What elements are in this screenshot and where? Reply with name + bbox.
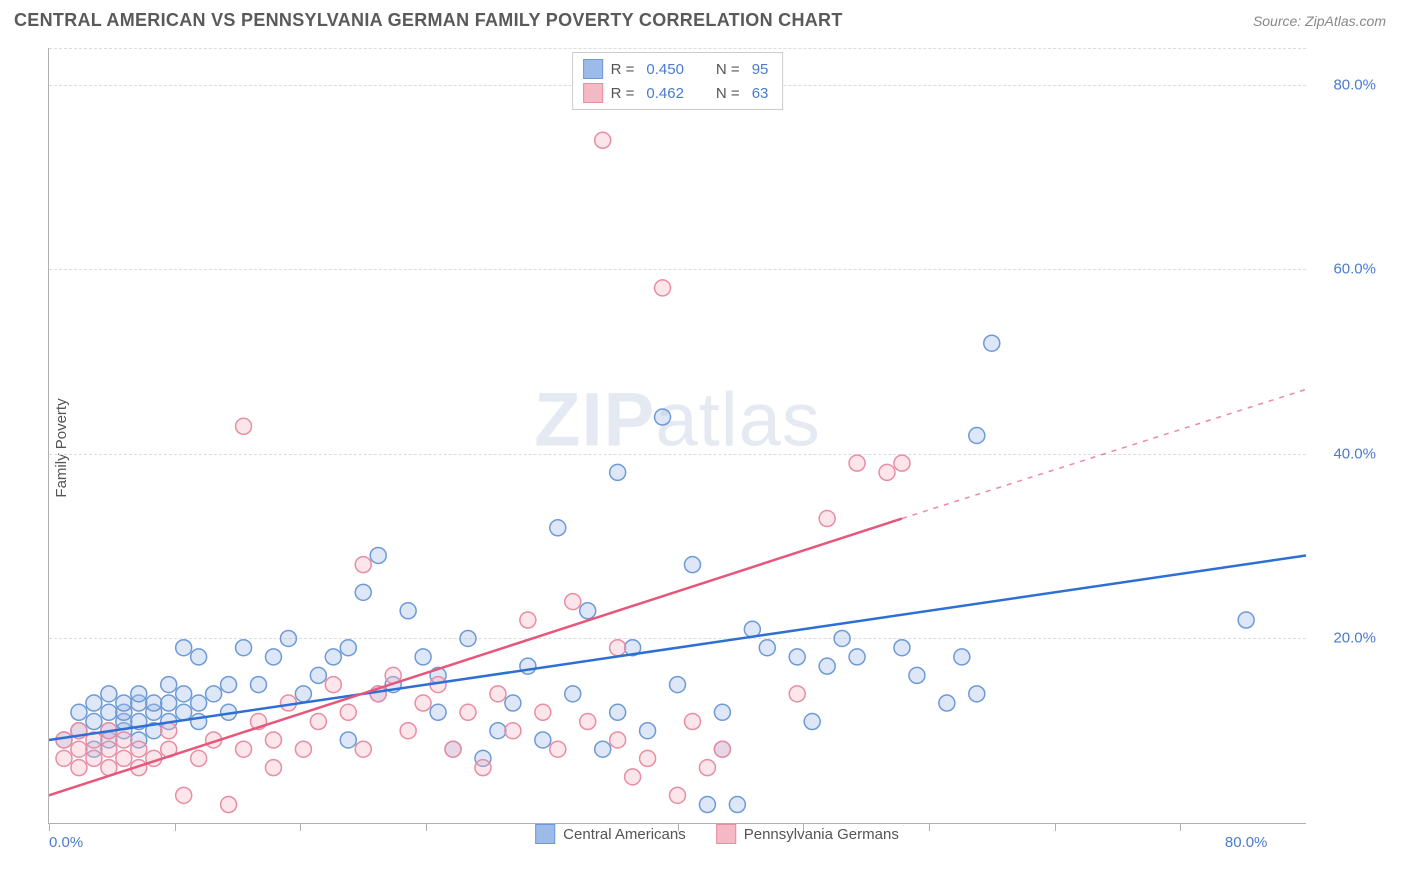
- xtick-label: 80.0%: [1225, 834, 1268, 851]
- chart-container: Family Poverty ZIPatlas R = 0.450 N = 95…: [48, 48, 1386, 848]
- xtick: [175, 823, 176, 831]
- ytick-label: 60.0%: [1333, 261, 1376, 278]
- legend-label: Central Americans: [563, 826, 686, 843]
- n-label: N =: [716, 85, 740, 102]
- ytick-label: 40.0%: [1333, 445, 1376, 462]
- correlation-legend: R = 0.450 N = 95 R = 0.462 N = 63: [572, 52, 784, 110]
- chart-title: CENTRAL AMERICAN VS PENNSYLVANIA GERMAN …: [14, 10, 843, 31]
- source-label: Source: ZipAtlas.com: [1253, 13, 1386, 29]
- legend-swatch-pink: [716, 824, 736, 844]
- xtick: [49, 823, 50, 831]
- xtick: [1055, 823, 1056, 831]
- legend-item-central-americans: Central Americans: [535, 824, 686, 844]
- legend-row-pink: R = 0.462 N = 63: [583, 81, 773, 105]
- legend-swatch-pink: [583, 83, 603, 103]
- xtick-label: 0.0%: [49, 834, 83, 851]
- n-value: 63: [752, 85, 769, 102]
- r-value: 0.462: [646, 85, 684, 102]
- xtick: [929, 823, 930, 831]
- ytick-label: 20.0%: [1333, 630, 1376, 647]
- xtick: [426, 823, 427, 831]
- legend-swatch-blue: [583, 59, 603, 79]
- legend-row-blue: R = 0.450 N = 95: [583, 57, 773, 81]
- r-value: 0.450: [646, 61, 684, 78]
- header: CENTRAL AMERICAN VS PENNSYLVANIA GERMAN …: [0, 0, 1406, 37]
- xtick: [1180, 823, 1181, 831]
- ytick-label: 80.0%: [1333, 76, 1376, 93]
- n-label: N =: [716, 61, 740, 78]
- legend-item-pennsylvania-germans: Pennsylvania Germans: [716, 824, 899, 844]
- legend-swatch-blue: [535, 824, 555, 844]
- n-value: 95: [752, 61, 769, 78]
- scatter-svg: [49, 48, 1306, 823]
- xtick: [300, 823, 301, 831]
- r-label: R =: [611, 85, 635, 102]
- legend-label: Pennsylvania Germans: [744, 826, 899, 843]
- plot-area: ZIPatlas R = 0.450 N = 95 R = 0.462 N = …: [48, 48, 1306, 824]
- series-legend: Central Americans Pennsylvania Germans: [535, 824, 899, 844]
- r-label: R =: [611, 61, 635, 78]
